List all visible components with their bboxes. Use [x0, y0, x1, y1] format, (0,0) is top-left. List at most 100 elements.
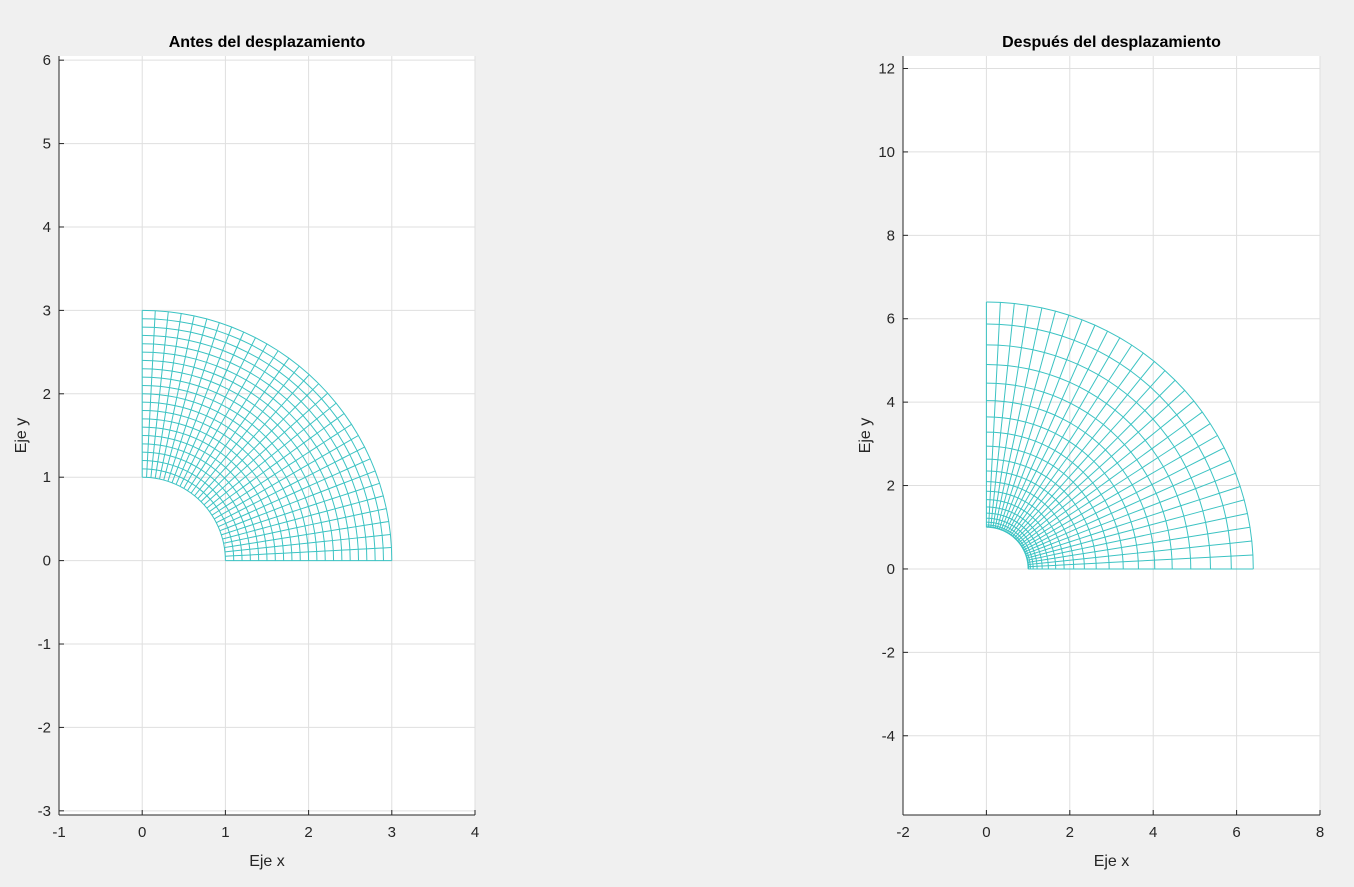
mesh-spoke: [183, 343, 268, 489]
y-tick-label: 0: [43, 553, 51, 570]
mesh-spoke: [219, 470, 376, 532]
mesh-spoke: [150, 311, 169, 478]
y-tick-label: 6: [887, 311, 895, 328]
x-axis-label: Eje x: [249, 853, 285, 870]
mesh-spoke: [1027, 540, 1252, 566]
x-tick-label: 4: [1149, 824, 1157, 841]
mesh-spoke: [1021, 423, 1211, 547]
mesh-spoke: [179, 337, 256, 487]
mesh-spoke: [1015, 379, 1176, 540]
x-tick-label: 4: [471, 824, 479, 841]
mesh-spoke: [187, 350, 279, 491]
y-tick-label: 1: [43, 469, 51, 486]
axes-antes: -1 0 1 2 3 4 -3 -2 -1 0 1 2 3 4 5 6 Antes del desplazami…: [13, 34, 479, 870]
y-tick-label: 8: [887, 227, 895, 244]
x-tick-label: 8: [1316, 824, 1324, 841]
mesh-spoke: [175, 331, 245, 485]
y-tick-label: 12: [878, 61, 895, 78]
y-axis-label: Eje y: [13, 418, 30, 454]
mesh-spoke: [163, 318, 208, 481]
mesh-spoke: [159, 315, 195, 480]
mesh-spoke: [1004, 330, 1109, 533]
y-tick-label: -2: [38, 719, 51, 736]
x-tick-label: -2: [896, 824, 909, 841]
mesh-spoke: [1018, 400, 1195, 544]
x-tick-label: 2: [304, 824, 312, 841]
y-tick-label: 2: [887, 478, 895, 495]
mesh-spoke: [1012, 361, 1155, 537]
y-tick-label: -1: [38, 636, 51, 653]
y-tick-label: -3: [38, 803, 51, 820]
mesh-spoke: [203, 392, 329, 506]
mesh-spoke: [206, 402, 337, 509]
x-tick-label: -1: [52, 824, 65, 841]
x-tick-label: 2: [1066, 824, 1074, 841]
mesh-spoke: [1013, 370, 1166, 539]
mesh-spoke: [221, 482, 380, 536]
mesh-spoke: [1027, 512, 1248, 561]
mesh-spoke: [222, 495, 384, 540]
mesh-spoke: [1023, 447, 1225, 551]
mesh: [141, 309, 393, 562]
mesh-spoke: [154, 313, 182, 479]
mesh-spoke: [988, 302, 1001, 528]
x-tick-label: 6: [1232, 824, 1240, 841]
axes-background: [903, 56, 1320, 815]
mesh-spoke: [167, 322, 220, 482]
mesh-spoke: [994, 307, 1043, 529]
mesh-spoke: [1025, 485, 1241, 557]
y-tick-label: 0: [887, 561, 895, 578]
mesh-spoke: [1026, 499, 1245, 559]
mesh-spoke: [146, 310, 156, 478]
y-tick-label: -4: [882, 728, 895, 745]
mesh-spoke: [992, 305, 1029, 528]
x-tick-label: 1: [221, 824, 229, 841]
mesh-spoke: [218, 458, 371, 528]
mesh-spoke: [200, 383, 320, 502]
y-tick-label: 2: [43, 386, 51, 403]
mesh-spoke: [209, 413, 345, 512]
mesh-spoke: [1000, 319, 1083, 531]
mesh-spoke: [194, 365, 300, 497]
y-tick-label: 6: [43, 52, 51, 69]
mesh-spoke: [223, 508, 387, 544]
mesh-spoke: [216, 446, 365, 524]
x-axis-label: Eje x: [1094, 853, 1130, 870]
mesh-spoke: [1010, 352, 1144, 536]
mesh-spoke: [211, 423, 352, 516]
mesh-spoke: [190, 357, 290, 494]
y-axis-label: Eje y: [857, 418, 874, 454]
mesh-spoke: [171, 326, 233, 483]
x-tick-label: 3: [388, 824, 396, 841]
mesh-spoke: [224, 533, 391, 553]
y-tick-label: 5: [43, 136, 51, 153]
mesh-spoke: [1024, 459, 1231, 553]
mesh-spoke: [197, 374, 310, 499]
y-tick-label: 10: [878, 144, 895, 161]
mesh-spoke: [990, 303, 1015, 528]
y-tick-label: -2: [882, 644, 895, 661]
mesh-spoke: [1002, 324, 1096, 532]
mesh-spoke: [1017, 389, 1186, 542]
mesh-spoke: [1022, 435, 1218, 549]
y-tick-label: 3: [43, 302, 51, 319]
mesh-spoke: [225, 547, 392, 557]
mesh-spoke: [213, 435, 359, 520]
x-tick-label: 0: [138, 824, 146, 841]
mesh: [985, 301, 1254, 570]
mesh-spoke: [996, 311, 1056, 529]
x-tick-label: 0: [982, 824, 990, 841]
mesh-spoke: [1006, 337, 1121, 534]
plot-title: Antes del desplazamiento: [169, 34, 366, 51]
mesh-spoke: [1028, 554, 1253, 568]
y-tick-label: 4: [887, 394, 895, 411]
mesh-spoke: [1025, 472, 1236, 555]
plot-title: Después del desplazamiento: [1002, 34, 1221, 51]
mesh-spoke: [1008, 344, 1133, 535]
y-tick-label: 4: [43, 219, 51, 236]
mesh-spoke: [998, 314, 1070, 530]
mesh-spoke: [1019, 411, 1203, 545]
axes-despues: -2 0 2 4 6 8 -4 -2 0 2 4 6 8 10 12 Después del desplaza…: [857, 34, 1324, 870]
mesh-spoke: [1027, 526, 1251, 563]
